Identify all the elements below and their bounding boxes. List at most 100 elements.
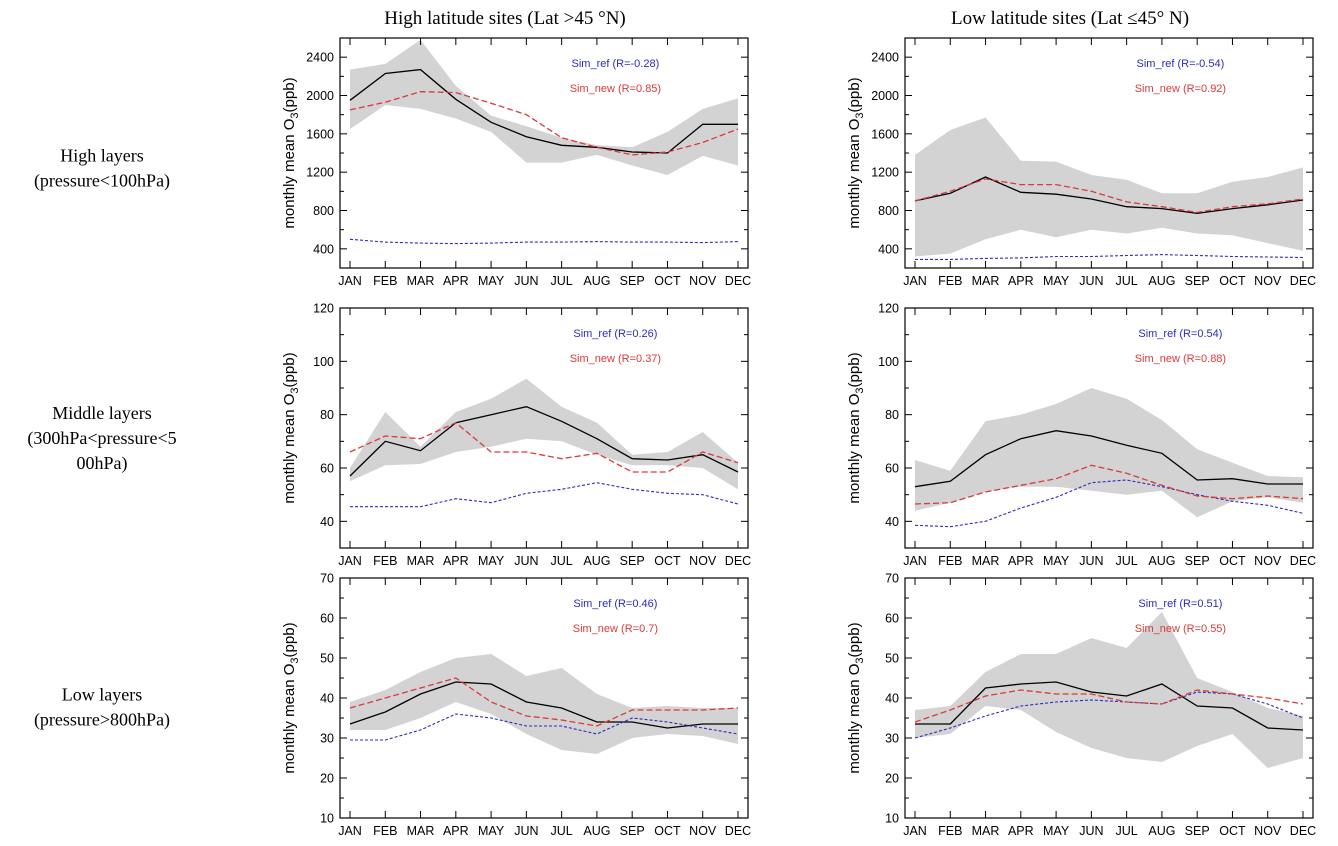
legend-sim-new: Sim_new (R=0.7) bbox=[573, 623, 658, 635]
x-tick-label: JUN bbox=[1079, 554, 1103, 568]
x-tick-label: JUN bbox=[514, 274, 538, 288]
x-tick-label: JUL bbox=[1116, 824, 1138, 838]
x-tick-label: MAY bbox=[478, 274, 505, 288]
x-tick-label: AUG bbox=[583, 824, 610, 838]
y-tick-label: 60 bbox=[320, 462, 334, 476]
sim-new-line bbox=[349, 677, 739, 727]
panel-r1-c2: JAN FEB MAR APR MAY JUN JUL AUG SEP OCT NOV DEC 400 8… bbox=[846, 37, 1316, 288]
legend-sim-new: Sim_new (R=0.37) bbox=[570, 353, 661, 365]
x-tick-label: SEP bbox=[620, 554, 645, 568]
x-tick-label: FEB bbox=[373, 824, 397, 838]
x-tick-label: JAN bbox=[338, 824, 362, 838]
row-label-2-line-2: (300hPa<pressure<5 bbox=[27, 428, 176, 449]
y-tick-label: 30 bbox=[885, 732, 899, 746]
x-tick-label: SEP bbox=[1185, 554, 1210, 568]
row-label-3-line-2: (pressure>800hPa) bbox=[34, 710, 170, 731]
x-tick-label: JUN bbox=[1079, 824, 1103, 838]
y-axis-label: monthly mean O3(ppb) bbox=[846, 352, 866, 503]
x-tick-label: MAY bbox=[478, 824, 505, 838]
y-tick-label: 70 bbox=[885, 572, 899, 586]
legend-sim-ref: Sim_ref (R=0.26) bbox=[573, 328, 657, 340]
y-tick-label: 40 bbox=[885, 692, 899, 706]
sim-new-line bbox=[349, 421, 739, 473]
legend-sim-ref: Sim_ref (R=-0.28) bbox=[572, 58, 660, 70]
panel-r2-c2: JAN FEB MAR APR MAY JUN JUL AUG SEP OCT NOV DEC 40 60… bbox=[846, 302, 1316, 569]
y-tick-label: 70 bbox=[320, 572, 334, 586]
x-tick-label: NOV bbox=[1254, 824, 1282, 838]
y-tick-label: 2400 bbox=[871, 51, 899, 65]
x-tick-label: JAN bbox=[338, 554, 362, 568]
observation-range-band bbox=[915, 612, 1303, 768]
plot-frame bbox=[904, 307, 1314, 549]
x-tick-label: JAN bbox=[903, 274, 927, 288]
observation-range-band bbox=[350, 39, 738, 176]
x-tick-label: FEB bbox=[938, 824, 962, 838]
row-label-2-line-1: Middle layers bbox=[52, 403, 151, 423]
x-tick-label: DEC bbox=[725, 554, 751, 568]
x-tick-label: AUG bbox=[1148, 554, 1175, 568]
x-tick-label: NOV bbox=[1254, 554, 1282, 568]
panel-r2-c1: JAN FEB MAR APR MAY JUN JUL AUG SEP OCT NOV DEC 40 60… bbox=[281, 302, 751, 569]
x-tick-label: MAY bbox=[1043, 824, 1070, 838]
observed-line bbox=[349, 681, 738, 729]
observation-range-band bbox=[350, 654, 738, 754]
x-tick-label: JUL bbox=[1116, 274, 1138, 288]
x-tick-label: NOV bbox=[1254, 274, 1282, 288]
y-tick-label: 80 bbox=[320, 408, 334, 422]
x-tick-label: JAN bbox=[903, 554, 927, 568]
x-tick-label: JUL bbox=[1116, 554, 1138, 568]
x-tick-label: OCT bbox=[1219, 274, 1246, 288]
x-tick-label: JUL bbox=[551, 554, 573, 568]
y-tick-label: 40 bbox=[885, 515, 899, 529]
legend-sim-new: Sim_new (R=0.55) bbox=[1135, 623, 1226, 635]
y-tick-label: 20 bbox=[320, 772, 334, 786]
row-label-2-line-3: 00hPa) bbox=[77, 453, 128, 474]
y-tick-label: 400 bbox=[878, 242, 899, 256]
x-tick-label: JUN bbox=[1079, 274, 1103, 288]
x-tick-label: NOV bbox=[689, 824, 717, 838]
y-tick-label: 60 bbox=[885, 612, 899, 626]
sim-ref-line bbox=[350, 482, 739, 508]
legend-sim-ref: Sim_ref (R=0.54) bbox=[1138, 328, 1222, 340]
y-axis-label: monthly mean O3(ppb) bbox=[281, 352, 301, 503]
panel-r3-c2: JAN FEB MAR APR MAY JUN JUL AUG SEP OCT NOV DEC 10 20… bbox=[846, 572, 1316, 839]
y-tick-label: 40 bbox=[320, 692, 334, 706]
x-tick-label: NOV bbox=[689, 554, 717, 568]
x-tick-label: JUL bbox=[551, 824, 573, 838]
legend-sim-ref: Sim_ref (R=0.46) bbox=[573, 598, 657, 610]
y-tick-label: 400 bbox=[313, 242, 334, 256]
legend-sim-new: Sim_new (R=0.85) bbox=[570, 83, 661, 95]
x-tick-label: JAN bbox=[903, 824, 927, 838]
observed-line bbox=[349, 68, 738, 154]
x-tick-label: MAY bbox=[478, 554, 505, 568]
row-label-1-line-1: High layers bbox=[60, 146, 143, 166]
x-tick-label: MAR bbox=[407, 824, 435, 838]
y-tick-label: 100 bbox=[878, 355, 899, 369]
y-tick-label: 2000 bbox=[306, 89, 334, 103]
row-label-1-line-2: (pressure<100hPa) bbox=[34, 171, 170, 192]
x-tick-label: FEB bbox=[938, 554, 962, 568]
x-tick-label: MAR bbox=[407, 554, 435, 568]
x-tick-label: DEC bbox=[1290, 824, 1316, 838]
x-tick-label: SEP bbox=[620, 274, 645, 288]
y-tick-label: 800 bbox=[878, 204, 899, 218]
y-axis-label: monthly mean O3(ppb) bbox=[846, 622, 866, 773]
x-tick-label: AUG bbox=[583, 554, 610, 568]
panel-r1-c1: JAN FEB MAR APR MAY JUN JUL AUG SEP OCT NOV DEC 400 8… bbox=[281, 37, 751, 288]
x-tick-label: DEC bbox=[725, 824, 751, 838]
x-tick-label: FEB bbox=[373, 554, 397, 568]
column-title-2: Low latitude sites (Lat ≤45° N) bbox=[951, 8, 1189, 29]
x-tick-label: MAR bbox=[972, 554, 1000, 568]
observed-line bbox=[349, 406, 739, 477]
legend-sim-new: Sim_new (R=0.92) bbox=[1135, 83, 1226, 95]
x-tick-label: SEP bbox=[1185, 274, 1210, 288]
x-tick-label: APR bbox=[443, 824, 469, 838]
column-title-1: High latitude sites (Lat >45 °N) bbox=[384, 8, 626, 29]
x-tick-label: JUN bbox=[514, 554, 538, 568]
sim-new-line bbox=[914, 178, 1304, 214]
sim-ref-line bbox=[349, 238, 739, 245]
x-tick-label: MAR bbox=[972, 824, 1000, 838]
x-tick-label: FEB bbox=[938, 274, 962, 288]
y-tick-label: 120 bbox=[878, 302, 899, 316]
